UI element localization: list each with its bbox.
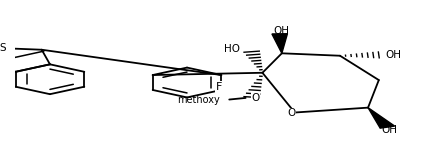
- Text: O: O: [287, 108, 295, 118]
- Text: methoxy: methoxy: [177, 95, 220, 105]
- Text: F: F: [216, 82, 223, 92]
- Text: S: S: [0, 43, 6, 53]
- Text: HO: HO: [224, 44, 240, 54]
- Polygon shape: [368, 108, 395, 128]
- Text: OH: OH: [274, 26, 290, 36]
- Text: OH: OH: [382, 125, 397, 135]
- Text: OH: OH: [385, 50, 401, 60]
- Polygon shape: [272, 34, 287, 53]
- Text: O: O: [251, 93, 259, 103]
